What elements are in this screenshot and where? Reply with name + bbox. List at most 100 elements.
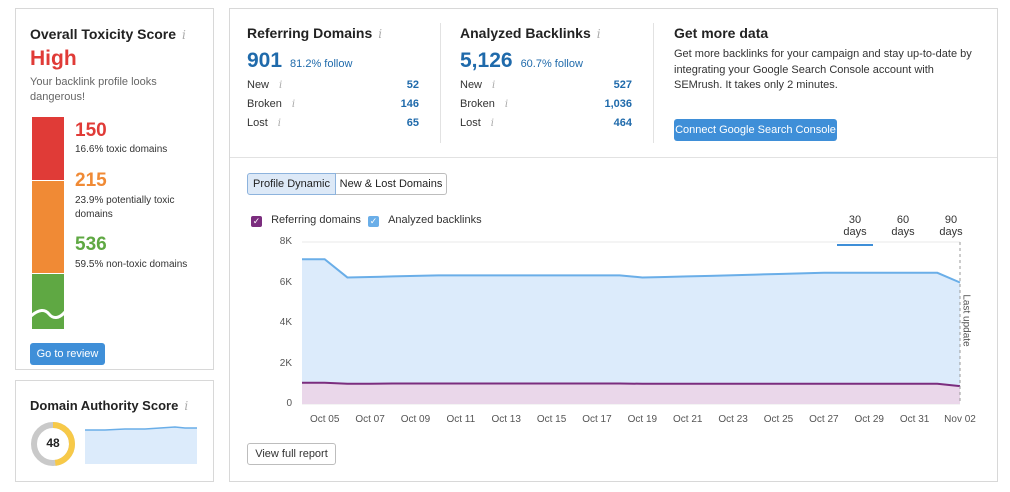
- info-icon[interactable]: i: [490, 118, 494, 129]
- legend-label: Analyzed backlinks: [388, 214, 482, 226]
- divider: [440, 23, 441, 143]
- row-value[interactable]: 146: [400, 98, 419, 110]
- x-tick-label: Oct 31: [899, 414, 930, 425]
- referring-row-broken: Broken i 146: [247, 98, 419, 110]
- referring-value-wrap: 901 81.2% follow: [247, 49, 352, 73]
- range-60-days[interactable]: 60 days: [891, 214, 915, 238]
- x-tick-label: Oct 13: [491, 414, 521, 425]
- more-title: Get more data: [674, 25, 769, 41]
- backlinks-row-new: New i 527: [460, 79, 632, 91]
- more-text: Get more backlinks for your campaign and…: [674, 48, 972, 91]
- x-tick-label: Oct 27: [809, 414, 839, 425]
- row-value[interactable]: 527: [613, 79, 632, 91]
- info-icon[interactable]: i: [504, 99, 509, 110]
- y-tick-label: 4K: [279, 317, 292, 328]
- x-tick-label: Oct 23: [718, 414, 748, 425]
- x-tick-label: Oct 09: [400, 414, 431, 425]
- range-90-days[interactable]: 90 days: [939, 214, 963, 238]
- section-divider: [230, 157, 997, 158]
- main-panel: Referring Domains i 901 81.2% follow New i …: [229, 8, 998, 482]
- referring-row-lost: Lost i 65: [247, 117, 419, 129]
- go-to-review-button[interactable]: Go to review: [30, 343, 105, 365]
- potentially-toxic-segment: [32, 181, 64, 274]
- authority-score: 48: [46, 436, 60, 450]
- backlinks-follow[interactable]: 60.7% follow: [520, 58, 583, 70]
- backlinks-title-wrap: Analyzed Backlinks i: [460, 25, 601, 43]
- info-icon[interactable]: i: [596, 27, 601, 41]
- checkbox-checked-icon[interactable]: ✓: [251, 216, 262, 227]
- tab-new-lost-domains[interactable]: New & Lost Domains: [336, 173, 447, 195]
- authority-title: Domain Authority Score: [30, 398, 179, 413]
- row-value[interactable]: 65: [406, 117, 419, 129]
- x-tick-label: Oct 29: [854, 414, 884, 425]
- view-full-report-button[interactable]: View full report: [247, 443, 336, 465]
- legend-backlinks[interactable]: ✓ Analyzed backlinks: [368, 214, 482, 227]
- non-toxic-segment: [32, 274, 64, 329]
- x-tick-label: Oct 05: [309, 414, 340, 425]
- referring-row-new: New i 52: [247, 79, 419, 91]
- info-icon[interactable]: i: [184, 399, 189, 413]
- toxicity-title-wrap: Overall Toxicity Score i: [30, 26, 186, 44]
- x-tick-label: Oct 21: [672, 414, 703, 425]
- y-tick-label: 6K: [279, 276, 292, 288]
- toxic-segment: [32, 117, 64, 181]
- toxic-label: 16.6% toxic domains: [75, 144, 168, 155]
- authority-panel: Domain Authority Score i 48: [15, 380, 214, 482]
- info-icon[interactable]: i: [277, 118, 281, 129]
- series-area: [302, 259, 960, 404]
- toxicity-panel: Overall Toxicity Score i High Your backli…: [15, 8, 214, 370]
- row-value[interactable]: 52: [406, 79, 419, 91]
- tab-profile-dynamic[interactable]: Profile Dynamic: [247, 173, 336, 195]
- authority-gauge: [31, 422, 75, 466]
- non-toxic-label: 59.5% non-toxic domains: [75, 259, 188, 270]
- y-tick-label: 8K: [279, 236, 292, 247]
- row-label: Lost: [247, 117, 268, 129]
- info-icon[interactable]: i: [182, 28, 186, 42]
- bar-break-icon: [31, 309, 65, 319]
- row-label: Lost: [460, 117, 481, 129]
- backlinks-row-lost: Lost i 464: [460, 117, 632, 129]
- referring-follow[interactable]: 81.2% follow: [290, 58, 353, 70]
- info-icon[interactable]: i: [492, 80, 496, 91]
- x-tick-label: Oct 25: [763, 414, 794, 425]
- x-tick-label: Oct 11: [446, 414, 476, 425]
- toxicity-level: High: [30, 47, 77, 70]
- checkbox-checked-icon[interactable]: ✓: [368, 216, 379, 227]
- authority-title-wrap: Domain Authority Score i: [30, 397, 188, 415]
- row-label: Broken: [247, 98, 282, 110]
- y-tick-label: 0: [286, 398, 292, 409]
- toxic-count: 150: [75, 120, 107, 141]
- backlinks-value[interactable]: 5,126: [460, 49, 513, 72]
- series-area: [302, 382, 960, 404]
- connect-gsc-button[interactable]: Connect Google Search Console: [674, 119, 837, 141]
- toxicity-bar: [31, 117, 65, 329]
- x-tick-label: Nov 02: [944, 414, 976, 425]
- legend-referring[interactable]: ✓ Referring domains: [251, 214, 361, 227]
- authority-sparkline: [85, 426, 197, 464]
- referring-title: Referring Domains: [247, 25, 373, 41]
- row-value[interactable]: 1,036: [604, 98, 632, 110]
- series-line: [302, 381, 961, 388]
- y-tick-label: 2K: [279, 357, 292, 369]
- toxicity-description: Your backlink profile looks dangerous!: [30, 76, 157, 103]
- legend-label: Referring domains: [271, 214, 361, 226]
- potentially-toxic-count: 215: [75, 170, 107, 191]
- last-update-label: Last update: [960, 294, 972, 347]
- backlinks-value-wrap: 5,126 60.7% follow: [460, 49, 583, 73]
- row-value[interactable]: 464: [613, 117, 632, 129]
- referring-title-wrap: Referring Domains i: [247, 25, 382, 43]
- x-tick-label: Oct 19: [627, 414, 658, 425]
- row-label: Broken: [460, 98, 495, 110]
- x-tick-label: Oct 07: [355, 414, 385, 425]
- range-30-days[interactable]: 30 days: [837, 214, 873, 246]
- info-icon[interactable]: i: [291, 99, 296, 110]
- x-tick-label: Oct 17: [582, 414, 612, 425]
- series-line: [302, 258, 961, 284]
- referring-value[interactable]: 901: [247, 49, 283, 72]
- row-label: New: [247, 79, 270, 91]
- info-icon[interactable]: i: [279, 80, 283, 91]
- x-tick-label: Oct 15: [536, 414, 567, 425]
- potentially-toxic-label: 23.9% potentially toxic domains: [75, 195, 175, 220]
- row-label: New: [460, 79, 483, 91]
- info-icon[interactable]: i: [378, 27, 383, 41]
